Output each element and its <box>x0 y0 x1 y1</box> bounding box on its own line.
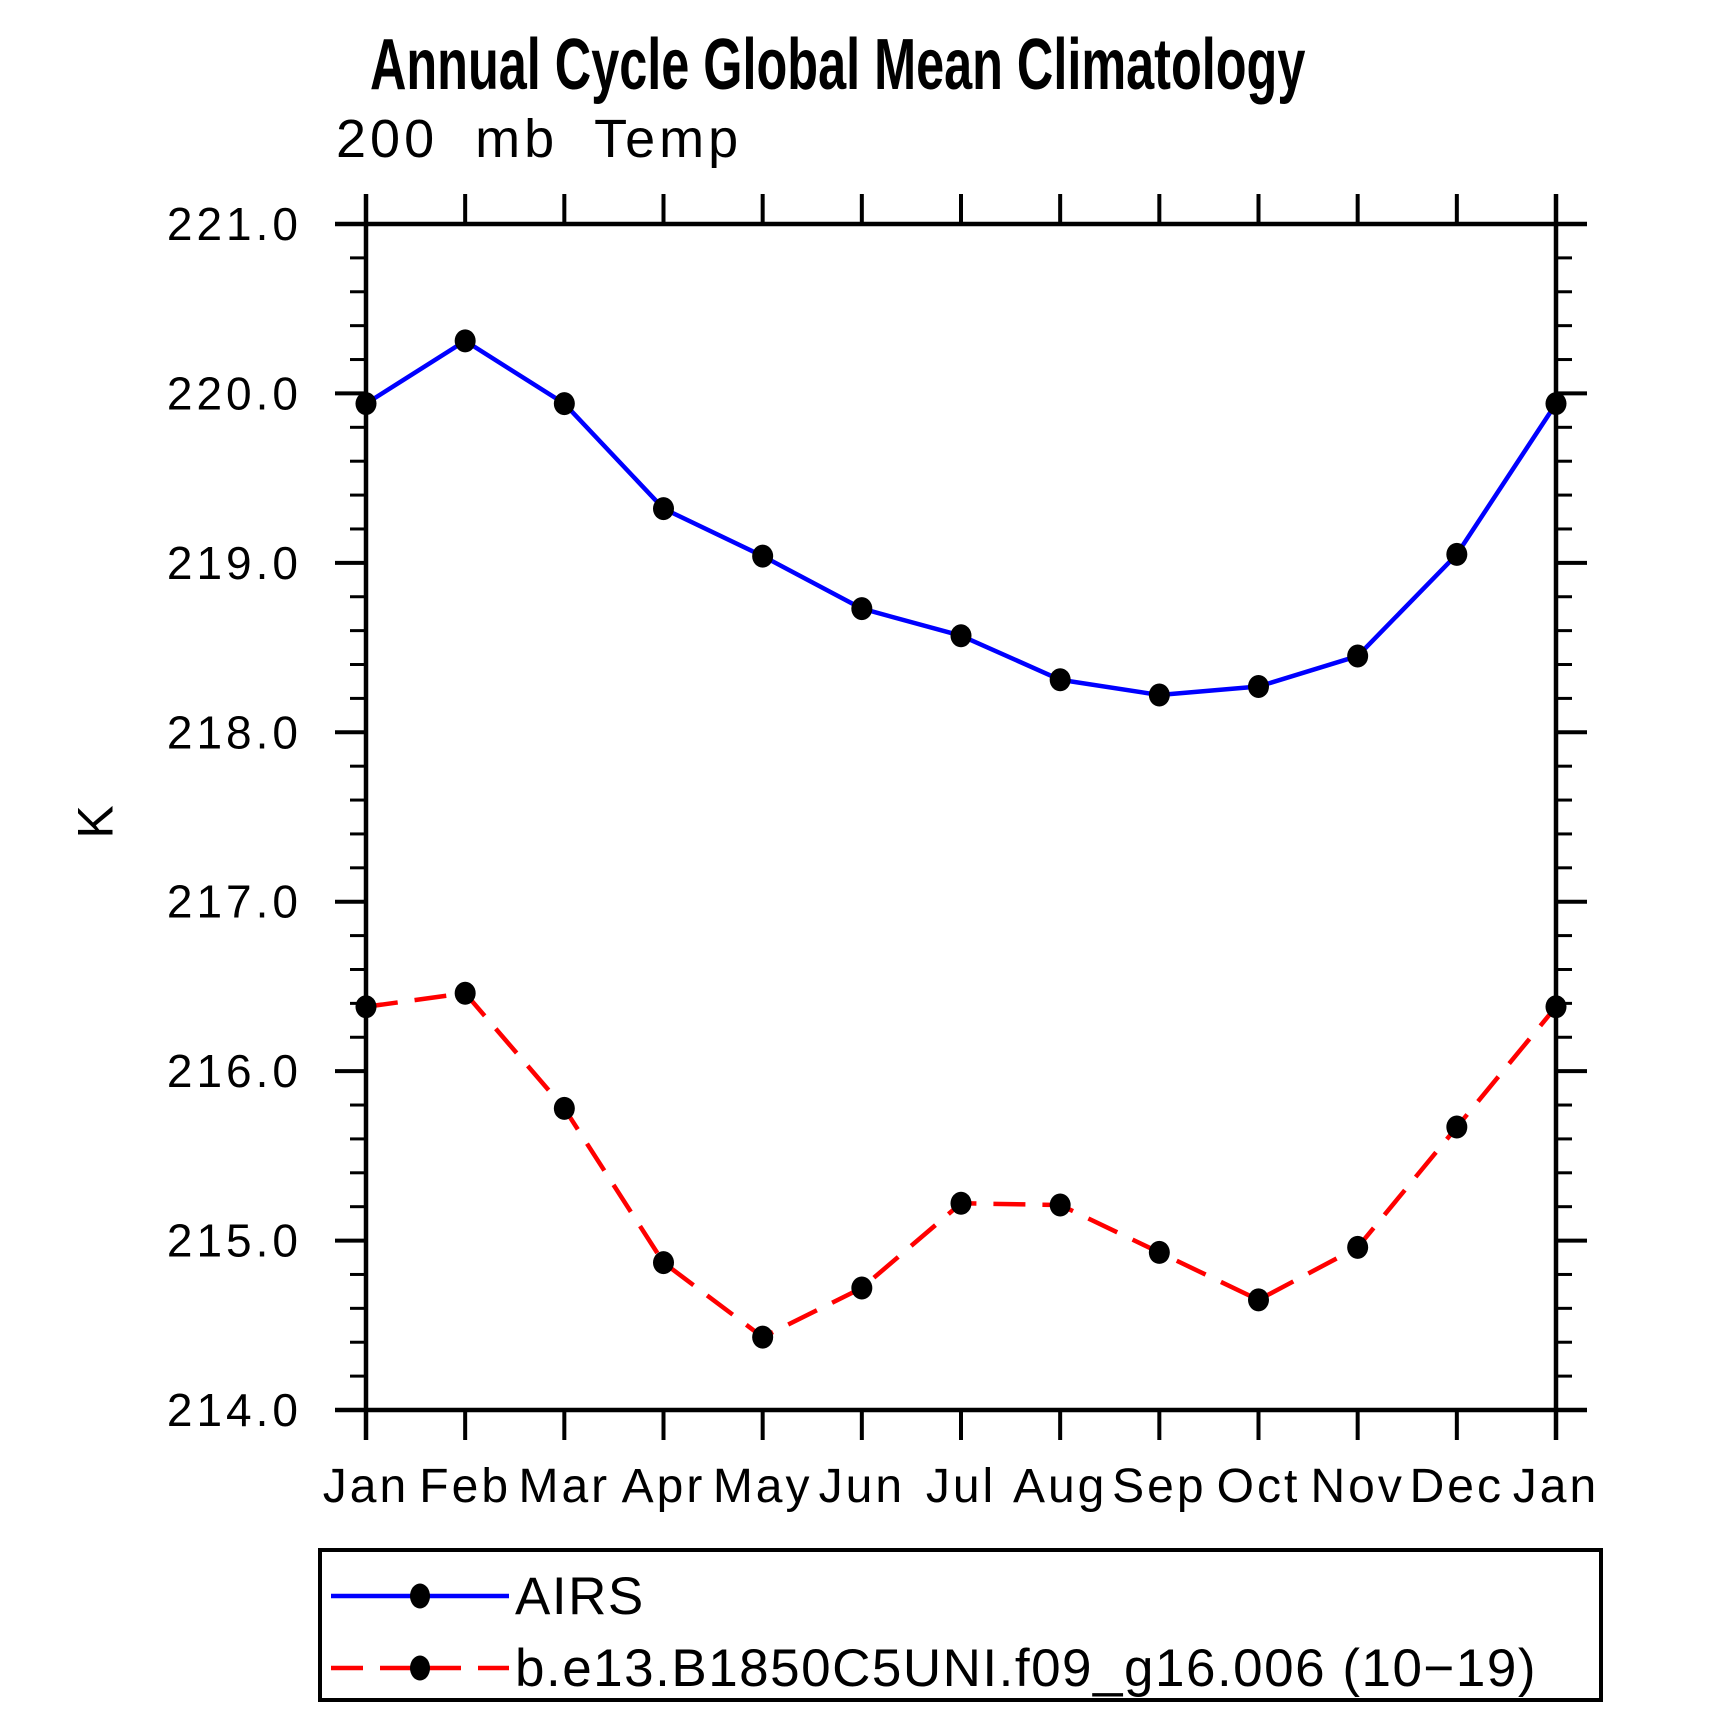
data-point-model <box>454 981 476 1005</box>
data-point-airs <box>1049 668 1071 692</box>
data-point-airs <box>1347 644 1369 668</box>
data-point-model <box>752 1325 774 1349</box>
chart-title: Annual Cycle Global Mean Climatology <box>370 25 1306 105</box>
x-tick-label: Jan <box>323 1460 409 1513</box>
x-tick-label: Dec <box>1410 1460 1504 1513</box>
data-point-model <box>1446 1115 1468 1139</box>
x-tick-label: Nov <box>1310 1460 1404 1513</box>
legend-swatch <box>331 1583 509 1609</box>
x-tick-label: Sep <box>1112 1460 1206 1513</box>
data-point-model <box>1049 1193 1071 1217</box>
legend-marker <box>410 1583 430 1609</box>
data-point-airs <box>752 544 774 568</box>
legend-item: AIRS <box>331 1567 645 1626</box>
legend-marker <box>410 1655 430 1681</box>
chart-subtitle: 200 mb Temp <box>336 109 743 169</box>
y-tick-label: 220.0 <box>167 367 302 419</box>
x-tick-label: Jan <box>1513 1460 1599 1513</box>
y-tick-label: 215.0 <box>167 1215 302 1267</box>
x-tick-label: Mar <box>518 1460 610 1513</box>
data-point-model <box>950 1191 972 1215</box>
data-point-model <box>1347 1235 1369 1259</box>
data-point-airs <box>851 597 873 621</box>
data-point-airs <box>355 392 377 416</box>
data-point-model <box>1545 995 1567 1019</box>
y-tick-label: 217.0 <box>167 876 302 928</box>
series-line-model <box>365 990 1558 1340</box>
x-tick-label: May <box>713 1460 813 1513</box>
x-tick-label: Apr <box>622 1460 706 1513</box>
y-tick-label: 216.0 <box>167 1045 302 1097</box>
legend-label: b.e13.B1850C5UNI.f09_g16.006 (10−19) <box>515 1638 1537 1698</box>
data-point-airs <box>653 497 674 521</box>
legend-label: AIRS <box>515 1566 645 1626</box>
x-tick-label: Feb <box>419 1460 511 1513</box>
data-point-airs <box>1545 392 1567 416</box>
data-point-airs <box>1446 542 1468 566</box>
legend-item: b.e13.B1850C5UNI.f09_g16.006 (10−19) <box>331 1639 1537 1698</box>
x-tick-label: Jul <box>926 1460 996 1513</box>
data-point-airs <box>950 624 972 648</box>
data-point-model <box>355 995 377 1019</box>
x-tick-label: Oct <box>1217 1460 1301 1513</box>
y-tick-label: 218.0 <box>167 706 302 758</box>
x-tick-label: Jun <box>819 1460 905 1513</box>
data-point-airs <box>454 329 476 353</box>
data-point-airs <box>1148 683 1170 707</box>
x-tick-label: Aug <box>1013 1460 1107 1513</box>
legend-box: AIRS b.e13.B1850C5UNI.f09_g16.006 (10−19) <box>318 1548 1603 1702</box>
data-point-model <box>851 1276 873 1300</box>
data-point-model <box>653 1251 674 1275</box>
data-point-model <box>1148 1240 1170 1264</box>
y-tick-label: 219.0 <box>167 537 302 589</box>
data-point-model <box>1248 1288 1269 1312</box>
data-point-airs <box>1248 675 1269 699</box>
y-tick-label: 221.0 <box>167 198 302 250</box>
data-point-airs <box>553 392 575 416</box>
y-tick-label: 214.0 <box>167 1384 302 1436</box>
legend-swatch <box>331 1655 509 1681</box>
data-point-model <box>553 1096 575 1120</box>
